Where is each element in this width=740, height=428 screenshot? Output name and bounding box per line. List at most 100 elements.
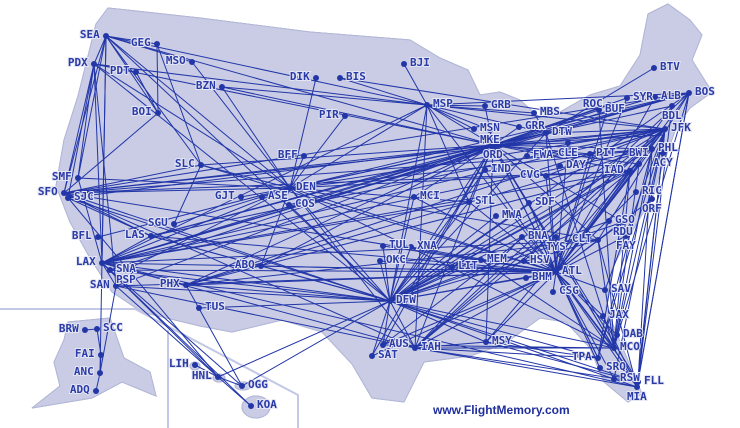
airport-orf[interactable]: ORF [641, 201, 663, 216]
airport-bwi[interactable]: BWI [628, 145, 650, 160]
airport-dot[interactable] [380, 243, 386, 249]
airport-dot[interactable] [597, 365, 603, 371]
airport-clt[interactable]: CLT [571, 231, 593, 246]
airport-dot[interactable] [215, 374, 221, 380]
airport-dot[interactable] [523, 275, 529, 281]
airport-dot[interactable] [95, 234, 101, 240]
airport-dot[interactable] [524, 153, 530, 159]
airport-dot[interactable] [75, 175, 81, 181]
airport-dot[interactable] [553, 269, 559, 275]
airport-dot[interactable] [516, 124, 522, 130]
airport-dot[interactable] [91, 61, 97, 67]
airport-sea[interactable]: SEA [79, 27, 101, 42]
airport-mci[interactable]: MCI [419, 188, 441, 203]
airport-dot[interactable] [123, 267, 129, 273]
airport-cvg[interactable]: CVG [519, 167, 541, 182]
airport-gso[interactable]: GSO [614, 212, 636, 227]
airport-tpa[interactable]: TPA [571, 349, 593, 364]
airport-brw[interactable]: BRW [58, 321, 80, 336]
airport-fai[interactable]: FAI [74, 346, 96, 361]
airport-dot[interactable] [669, 103, 675, 109]
airport-san[interactable]: SAN [89, 277, 111, 292]
airport-den[interactable]: DEN [295, 179, 317, 194]
airport-dot[interactable] [198, 162, 204, 168]
airport-dot[interactable] [620, 219, 626, 225]
airport-phx[interactable]: PHX [159, 276, 181, 291]
airport-dot[interactable] [387, 298, 393, 304]
airport-mso[interactable]: MSO [165, 53, 187, 68]
airport-dot[interactable] [154, 41, 160, 47]
airport-adq[interactable]: ADQ [69, 382, 91, 397]
airport-dot[interactable] [557, 163, 563, 169]
airport-bos[interactable]: BOS [694, 84, 716, 99]
airport-sna[interactable]: SNA [115, 261, 137, 276]
airport-mia[interactable]: MIA [626, 389, 648, 404]
airport-dot[interactable] [602, 287, 608, 293]
airport-cle[interactable]: CLE [557, 145, 579, 160]
airport-dot[interactable] [94, 326, 100, 332]
airport-dot[interactable] [248, 403, 254, 409]
airport-abq[interactable]: ABQ [234, 257, 256, 272]
airport-dot[interactable] [103, 33, 109, 39]
airport-dot[interactable] [587, 151, 593, 157]
airport-rdu[interactable]: RDU [612, 224, 634, 239]
airport-sat[interactable]: SAT [377, 347, 399, 362]
airport-aus[interactable]: AUS [388, 336, 410, 351]
airport-slc[interactable]: SLC [174, 156, 196, 171]
airport-bzn[interactable]: BZN [195, 78, 217, 93]
airport-dot[interactable] [483, 339, 489, 345]
airport-dfw[interactable]: DFW [395, 292, 417, 307]
airport-dot[interactable] [550, 289, 556, 295]
airport-acy[interactable]: ACY [652, 155, 674, 170]
airport-psp[interactable]: PSP [115, 272, 137, 287]
airport-iah[interactable]: IAH [420, 339, 442, 354]
airport-dot[interactable] [98, 352, 104, 358]
airport-dot[interactable] [337, 75, 343, 81]
airport-dot[interactable] [490, 142, 496, 148]
airport-dot[interactable] [623, 233, 629, 239]
airport-mbs[interactable]: MBS [539, 104, 561, 119]
airport-grr[interactable]: GRR [524, 118, 546, 133]
airport-dot[interactable] [649, 196, 655, 202]
airport-dot[interactable] [313, 75, 319, 81]
airport-dot[interactable] [493, 213, 499, 219]
airport-dot[interactable] [565, 140, 571, 146]
airport-dot[interactable] [219, 84, 225, 90]
airport-bji[interactable]: BJI [409, 55, 431, 70]
airport-dot[interactable] [133, 69, 139, 75]
airport-dot[interactable] [686, 90, 692, 96]
airport-dot[interactable] [148, 233, 154, 239]
airport-dot[interactable] [424, 102, 430, 108]
airport-dot[interactable] [595, 355, 601, 361]
airport-grb[interactable]: GRB [490, 97, 512, 112]
airport-dot[interactable] [487, 127, 493, 133]
airport-syr[interactable]: SYR [632, 89, 654, 104]
airport-mwa[interactable]: MWA [501, 207, 523, 222]
airport-fay[interactable]: FAY [615, 238, 637, 253]
airport-tys[interactable]: TYS [545, 239, 567, 254]
airport-dot[interactable] [65, 195, 71, 201]
airport-dot[interactable] [595, 237, 601, 243]
airport-dot[interactable] [155, 110, 161, 116]
airport-buf[interactable]: BUF [604, 101, 626, 116]
airport-dot[interactable] [482, 167, 488, 173]
airport-smf[interactable]: SMF [51, 169, 73, 184]
airport-dot[interactable] [526, 200, 532, 206]
airport-ogg[interactable]: OGG [247, 377, 269, 392]
airport-dot[interactable] [596, 107, 602, 113]
airport-bhm[interactable]: BHM [531, 269, 553, 284]
airport-dot[interactable] [519, 234, 525, 240]
airport-pdx[interactable]: PDX [67, 55, 89, 70]
airport-dik[interactable]: DIK [289, 69, 311, 84]
airport-lih[interactable]: LIH [168, 356, 190, 371]
airport-csg[interactable]: CSG [558, 283, 580, 298]
airport-alb[interactable]: ALB [660, 88, 682, 103]
airport-fwa[interactable]: FWA [532, 147, 554, 162]
airport-dot[interactable] [412, 345, 418, 351]
airport-tus[interactable]: TUS [204, 299, 226, 314]
airport-sdf[interactable]: SDF [534, 194, 556, 209]
airport-pdt[interactable]: PDT [109, 63, 131, 78]
airport-dot[interactable] [401, 61, 407, 67]
airport-scc[interactable]: SCC [102, 320, 124, 335]
airport-dot[interactable] [380, 342, 386, 348]
